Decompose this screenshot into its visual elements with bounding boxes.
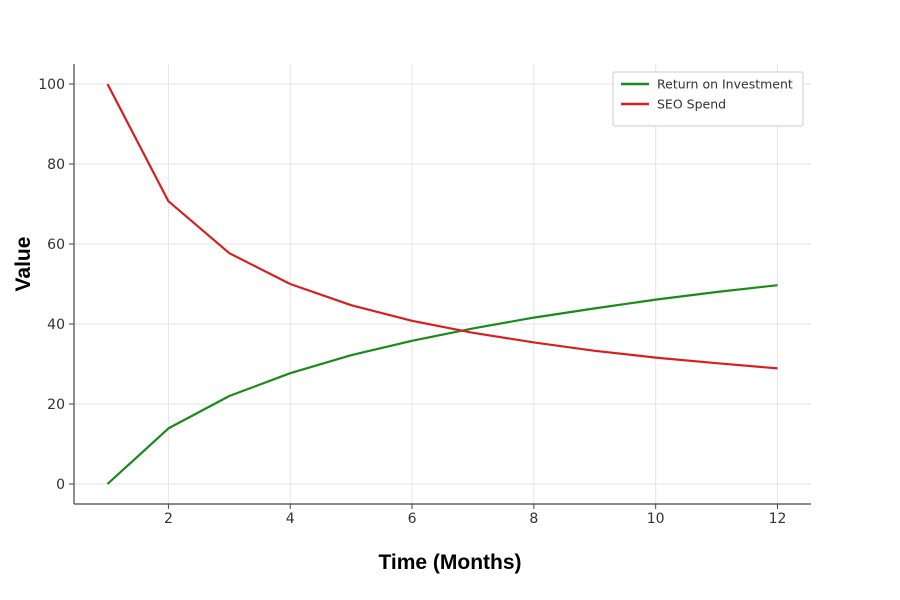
y-tick-label: 80 bbox=[47, 157, 65, 173]
series bbox=[106, 83, 778, 485]
legend: Return on Investment SEO Spend bbox=[612, 71, 804, 127]
y-axis-title: Value bbox=[12, 237, 35, 292]
legend-label-seo-spend: SEO Spend bbox=[657, 97, 726, 112]
x-tick-label: 8 bbox=[529, 511, 538, 527]
legend-label-return-on-investment: Return on Investment bbox=[657, 77, 793, 92]
y-tick-label: 60 bbox=[47, 237, 65, 253]
axes bbox=[73, 64, 811, 505]
y-tick-label: 0 bbox=[56, 477, 65, 493]
series-line-seo-spend bbox=[106, 83, 778, 370]
y-tick-label: 40 bbox=[47, 317, 65, 333]
x-tick-label: 12 bbox=[769, 511, 787, 527]
grid bbox=[74, 64, 811, 504]
x-tick-label: 6 bbox=[408, 511, 417, 527]
x-tick-label: 4 bbox=[286, 511, 295, 527]
x-axis-title: Time (Months) bbox=[378, 551, 521, 574]
ticks: 2 4 6 8 10 12 0 20 40 60 80 100 bbox=[38, 77, 786, 527]
y-tick-label: 20 bbox=[47, 397, 65, 413]
y-tick-label: 100 bbox=[38, 77, 65, 93]
legend-box bbox=[612, 71, 804, 127]
series-line-return-on-investment bbox=[106, 284, 778, 485]
x-tick-label: 10 bbox=[647, 511, 665, 527]
x-tick-label: 2 bbox=[164, 511, 173, 527]
